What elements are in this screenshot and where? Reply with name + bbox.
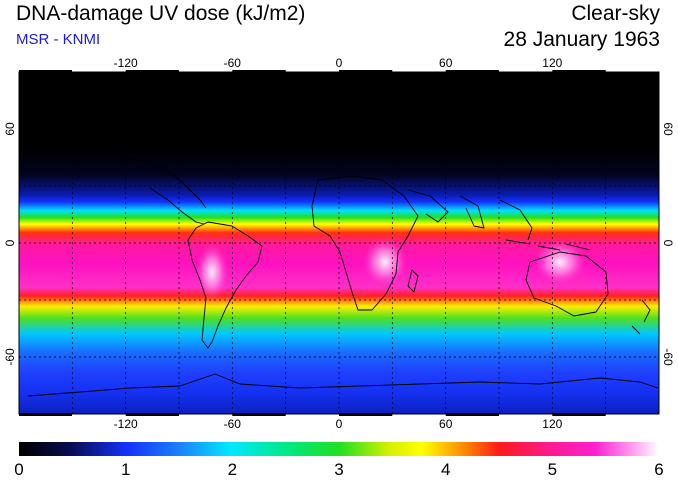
date-label: 28 January 1963 [503, 28, 660, 51]
lat-labels-left: 60 0 -60 [3, 122, 17, 366]
lon-tick-label: 60 [439, 56, 453, 70]
sky-condition-label: Clear-sky [571, 2, 660, 25]
gridlines [19, 72, 659, 414]
colorbar: 0 1 2 3 4 5 6 [14, 442, 664, 479]
colorbar-label: 0 [14, 460, 23, 479]
colorbar-labels: 0 1 2 3 4 5 6 [14, 460, 663, 479]
lat-tick-label: 0 [3, 239, 17, 246]
map-frame [18, 70, 660, 416]
coastlines [27, 157, 659, 397]
colorbar-label: 2 [228, 460, 237, 479]
source-label: MSR - KNMI [16, 31, 101, 48]
uv-field [19, 72, 659, 414]
colorbar-label: 5 [548, 460, 557, 479]
lat-tick-label: -60 [661, 348, 675, 366]
lon-tick-label: -120 [114, 56, 138, 70]
lat-labels-right: 60 0 -60 [661, 122, 675, 366]
colorbar-gradient [19, 442, 659, 456]
colorbar-label: 4 [441, 460, 450, 479]
lon-tick-label: 0 [336, 56, 343, 70]
lat-tick-label: 60 [3, 122, 17, 136]
lon-tick-label: -60 [224, 417, 242, 431]
colorbar-label: 1 [121, 460, 130, 479]
lon-tick-label: -60 [224, 56, 242, 70]
map-title: DNA-damage UV dose (kJ/m2) [16, 2, 306, 25]
lat-tick-label: 60 [661, 122, 675, 136]
lat-tick-label: -60 [3, 348, 17, 366]
lon-tick-label: -120 [114, 417, 138, 431]
lon-tick-label: 120 [542, 417, 562, 431]
lat-tick-label: 0 [661, 240, 675, 247]
colorbar-label: 6 [654, 460, 663, 479]
colorbar-label: 3 [334, 460, 343, 479]
lon-labels-top: -120 -60 0 60 120 [114, 56, 563, 70]
lon-labels-bottom: -120 -60 0 60 120 [114, 417, 563, 431]
lon-tick-label: 120 [542, 56, 562, 70]
lon-tick-label: 0 [336, 417, 343, 431]
lon-tick-label: 60 [439, 417, 453, 431]
